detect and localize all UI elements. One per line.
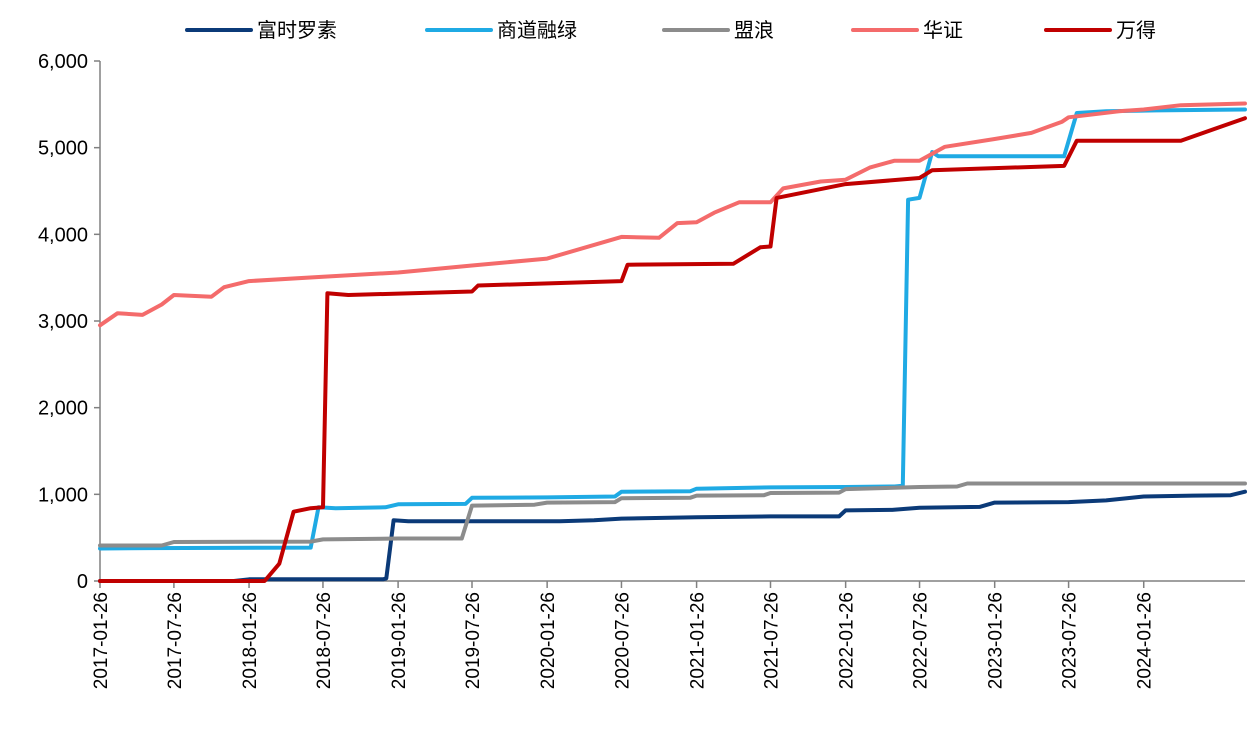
x-tick-label: 2021-01-26 (688, 592, 709, 689)
y-tick-label: 3,000 (38, 311, 88, 333)
y-tick-label: 0 (77, 571, 88, 593)
x-tick-label: 2019-01-26 (389, 592, 410, 689)
series-line-4 (98, 101, 1247, 328)
y-tick-label: 4,000 (38, 224, 88, 246)
x-tick-label: 2017-01-26 (91, 592, 112, 689)
x-tick-label: 2024-01-26 (1135, 592, 1156, 689)
legend-label: 富时罗素 (257, 18, 337, 42)
series-line-1 (98, 489, 1247, 583)
y-tick-label: 5,000 (38, 138, 88, 160)
series-layer (98, 101, 1247, 583)
x-tick-label: 2017-07-26 (165, 592, 186, 689)
legend-label: 盟浪 (734, 18, 774, 42)
y-axis: 0 1,000 2,000 3,000 4,000 5,000 6,000 (38, 51, 101, 593)
legend-label: 华证 (923, 18, 963, 42)
x-tick-label: 2018-07-26 (314, 592, 335, 689)
series-line-2 (98, 107, 1247, 551)
series-line-3 (98, 481, 1247, 548)
legend: 富时罗素 商道融绿 盟浪 华证 万得 (185, 18, 1156, 42)
x-tick-label: 2019-07-26 (463, 592, 484, 689)
x-tick-label: 2021-07-26 (762, 592, 783, 689)
y-tick-label: 6,000 (38, 51, 88, 73)
x-tick-label: 2022-01-26 (837, 592, 858, 689)
x-tick-label: 2018-01-26 (240, 592, 261, 689)
legend-label: 万得 (1116, 18, 1156, 42)
x-tick-label: 2020-07-26 (612, 592, 633, 689)
x-tick-label: 2020-01-26 (538, 592, 559, 689)
series-line-5 (98, 116, 1247, 583)
x-tick-label: 2023-07-26 (1060, 592, 1081, 689)
y-tick-label: 2,000 (38, 398, 88, 420)
x-tick-label: 2022-07-26 (911, 592, 932, 689)
y-tick-label: 1,000 (38, 484, 88, 506)
x-axis: 2017-01-26 2017-07-26 2018-01-26 2018-07-26… (91, 580, 1245, 689)
legend-label: 商道融绿 (497, 18, 577, 42)
x-tick-label: 2023-01-26 (986, 592, 1007, 689)
